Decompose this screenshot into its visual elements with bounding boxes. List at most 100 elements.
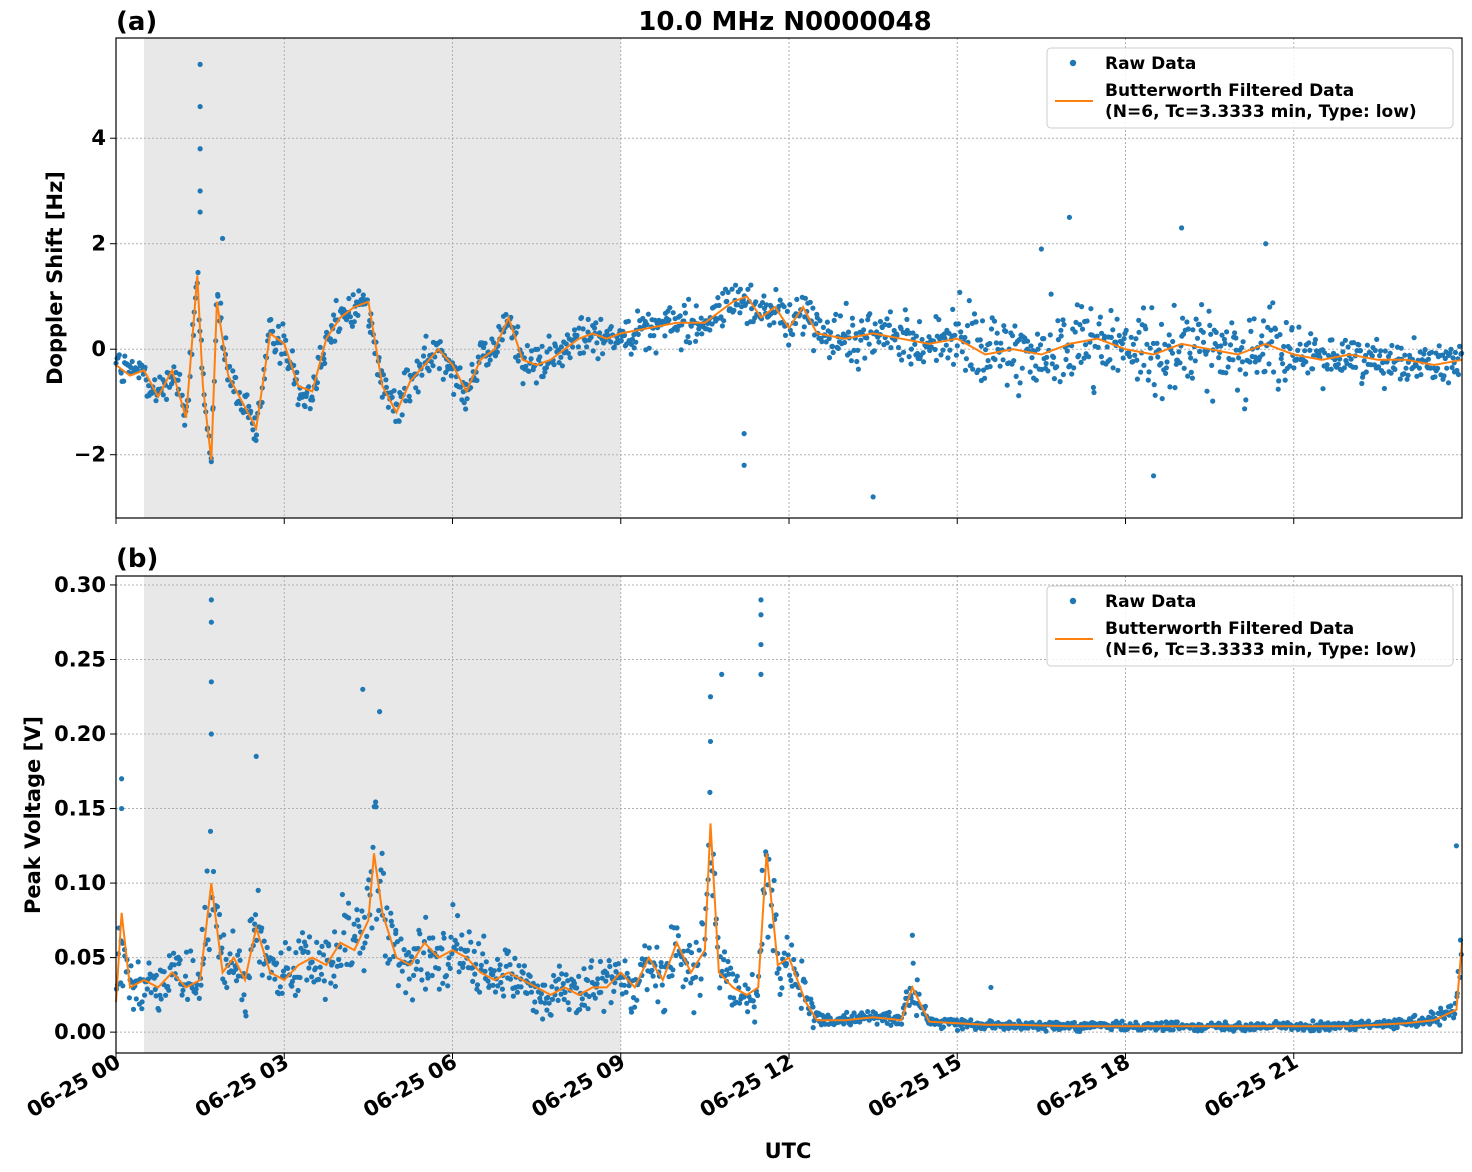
raw-data-point bbox=[193, 986, 199, 992]
raw-data-point bbox=[644, 987, 650, 993]
raw-data-point bbox=[909, 932, 915, 938]
raw-data-point bbox=[1061, 322, 1067, 328]
raw-data-point bbox=[456, 969, 462, 975]
raw-data-point bbox=[988, 326, 995, 332]
raw-data-point bbox=[849, 315, 856, 321]
raw-data-point bbox=[369, 925, 375, 931]
x-tick-label: 06-25 03 bbox=[191, 1050, 293, 1123]
raw-data-point bbox=[997, 363, 1003, 369]
raw-data-point bbox=[1392, 1017, 1398, 1023]
raw-data-point bbox=[687, 340, 693, 346]
raw-data-point bbox=[413, 385, 419, 391]
raw-data-point bbox=[1269, 339, 1275, 345]
raw-data-point bbox=[1134, 357, 1140, 363]
raw-data-point bbox=[623, 989, 629, 995]
raw-data-point bbox=[338, 962, 344, 968]
raw-data-point bbox=[121, 378, 127, 384]
raw-data-point bbox=[1058, 327, 1064, 333]
raw-data-point bbox=[919, 336, 925, 343]
raw-data-point bbox=[233, 374, 239, 381]
raw-data-point bbox=[439, 946, 445, 952]
raw-data-point bbox=[781, 950, 787, 956]
raw-data-point bbox=[407, 398, 413, 404]
raw-data-point bbox=[1271, 369, 1277, 375]
raw-data-point bbox=[580, 326, 586, 332]
raw-data-point bbox=[678, 347, 684, 353]
raw-data-point bbox=[843, 300, 849, 306]
raw-data-point bbox=[571, 980, 578, 987]
raw-data-point bbox=[205, 937, 211, 943]
raw-data-point bbox=[813, 321, 819, 327]
raw-data-point bbox=[282, 940, 288, 946]
raw-data-point bbox=[1268, 327, 1274, 333]
raw-data-point bbox=[503, 311, 509, 318]
raw-data-point bbox=[785, 952, 791, 958]
raw-data-point bbox=[1237, 367, 1243, 373]
raw-data-point bbox=[222, 979, 228, 986]
raw-data-point bbox=[528, 989, 535, 995]
raw-data-point bbox=[987, 364, 993, 370]
raw-data-point bbox=[808, 996, 814, 1002]
raw-data-point bbox=[430, 363, 436, 369]
raw-data-point bbox=[1119, 1018, 1125, 1024]
raw-data-point bbox=[1048, 291, 1054, 297]
raw-data-point bbox=[910, 960, 916, 966]
raw-data-point bbox=[359, 908, 365, 914]
raw-data-point bbox=[1229, 320, 1235, 326]
raw-data-point bbox=[870, 494, 876, 500]
raw-data-point bbox=[1090, 384, 1096, 391]
raw-data-point bbox=[380, 372, 386, 378]
raw-data-point bbox=[1452, 1011, 1458, 1017]
raw-data-point bbox=[423, 914, 429, 920]
raw-data-point bbox=[653, 350, 659, 356]
raw-data-point bbox=[1169, 350, 1176, 356]
raw-data-point bbox=[992, 356, 998, 363]
raw-data-point bbox=[1185, 326, 1191, 332]
raw-data-point bbox=[393, 927, 399, 933]
raw-data-point bbox=[1301, 1027, 1307, 1033]
raw-data-point bbox=[153, 972, 159, 978]
raw-data-point bbox=[1180, 315, 1186, 321]
raw-data-point bbox=[457, 365, 463, 371]
raw-data-point bbox=[725, 958, 731, 965]
panel-b-grid bbox=[116, 576, 1462, 1053]
raw-data-point bbox=[460, 389, 466, 395]
raw-data-point bbox=[285, 965, 291, 972]
raw-data-point bbox=[289, 983, 295, 989]
raw-data-point bbox=[326, 943, 332, 949]
raw-data-point bbox=[1239, 359, 1245, 365]
raw-data-point bbox=[680, 984, 686, 990]
raw-data-point bbox=[848, 358, 855, 364]
raw-data-point bbox=[374, 916, 380, 922]
raw-data-point bbox=[829, 343, 836, 349]
raw-data-point bbox=[651, 333, 657, 339]
raw-data-point bbox=[1252, 354, 1258, 360]
raw-data-point bbox=[1029, 1020, 1035, 1026]
raw-data-point bbox=[858, 337, 864, 343]
raw-data-point bbox=[249, 916, 255, 922]
raw-data-point bbox=[1071, 1019, 1077, 1026]
raw-data-point bbox=[388, 910, 394, 916]
raw-data-point bbox=[763, 302, 770, 308]
raw-data-point bbox=[429, 972, 435, 979]
raw-data-point bbox=[888, 345, 894, 351]
raw-data-point bbox=[922, 1003, 929, 1009]
raw-data-point bbox=[119, 805, 125, 812]
raw-data-point bbox=[1224, 329, 1230, 335]
raw-data-point bbox=[177, 957, 183, 963]
raw-data-point bbox=[802, 314, 808, 320]
raw-data-point bbox=[729, 286, 735, 292]
raw-data-point bbox=[1398, 345, 1404, 351]
raw-data-point bbox=[1310, 1018, 1316, 1024]
raw-data-point bbox=[314, 939, 320, 946]
raw-data-point bbox=[597, 330, 603, 336]
raw-data-point bbox=[1337, 356, 1343, 362]
raw-data-point bbox=[543, 365, 550, 371]
legend-raw-marker bbox=[1069, 59, 1077, 67]
raw-data-point bbox=[1219, 332, 1225, 338]
raw-data-point bbox=[1262, 368, 1268, 374]
raw-data-point bbox=[345, 900, 352, 906]
raw-data-point bbox=[1082, 342, 1089, 348]
raw-data-point bbox=[594, 340, 600, 346]
raw-data-point bbox=[765, 934, 771, 940]
